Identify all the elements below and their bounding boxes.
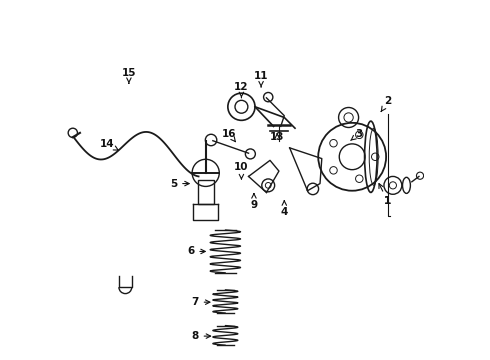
Text: 3: 3 <box>351 129 363 140</box>
Text: 8: 8 <box>192 331 211 341</box>
Text: 11: 11 <box>254 71 269 87</box>
Text: 16: 16 <box>221 129 236 142</box>
Text: 1: 1 <box>384 197 392 206</box>
Text: 7: 7 <box>191 297 210 307</box>
Text: 5: 5 <box>170 179 189 189</box>
Text: 2: 2 <box>381 96 392 112</box>
Text: 1: 1 <box>379 184 392 206</box>
Text: 10: 10 <box>234 162 249 179</box>
Text: 14: 14 <box>100 139 118 150</box>
Text: 13: 13 <box>270 132 284 142</box>
Text: 12: 12 <box>234 82 249 98</box>
Text: 15: 15 <box>122 68 136 84</box>
Text: 6: 6 <box>187 247 205 256</box>
Bar <box>198 180 214 204</box>
Text: 4: 4 <box>281 201 288 217</box>
Text: 9: 9 <box>250 194 257 210</box>
